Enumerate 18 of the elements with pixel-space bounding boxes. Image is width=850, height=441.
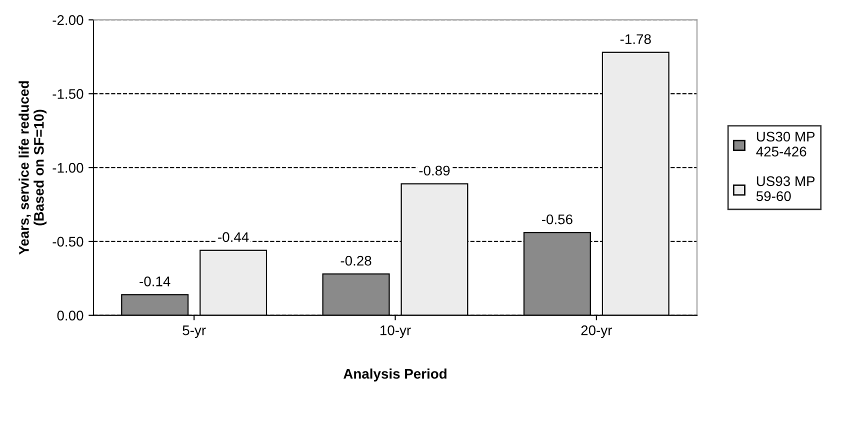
x-axis-title: Analysis Period — [343, 368, 446, 382]
y-axis-title: Years, service life reduced (Based on SF=10) — [18, 81, 47, 255]
data-label: -0.44 — [218, 232, 249, 242]
y-tick-label: -0.50 — [52, 236, 84, 247]
y-tick-label: -1.00 — [52, 162, 84, 173]
y-tick-label: 0.00 — [57, 310, 84, 320]
x-tick-label: 10-yr — [380, 325, 411, 338]
y-tick-label: -2.00 — [52, 15, 84, 26]
data-label: -0.14 — [140, 276, 170, 286]
data-label: -0.89 — [419, 166, 450, 176]
data-label: -1.78 — [620, 34, 651, 44]
legend-label: US30 MP 425-426 — [756, 132, 815, 156]
data-label: -0.28 — [340, 256, 372, 266]
y-tick-label: -1.50 — [52, 89, 84, 99]
x-tick-label: 20-yr — [581, 325, 612, 338]
legend-label: US93 MP 59-60 — [756, 176, 815, 202]
data-label: -0.56 — [542, 214, 572, 224]
x-tick-label: 5-yr — [182, 326, 206, 338]
